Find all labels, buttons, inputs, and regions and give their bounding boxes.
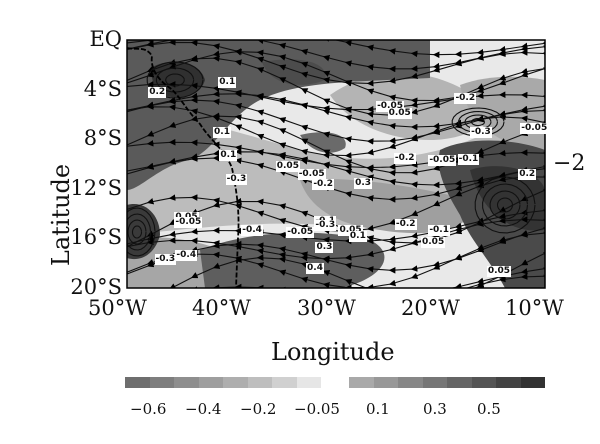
lon-tick-50w: 50°W bbox=[88, 296, 147, 320]
lon-tick-20w: 20°W bbox=[401, 296, 460, 320]
colorbar bbox=[125, 377, 545, 388]
lon-tick-40w: 40°W bbox=[192, 296, 251, 320]
streamline-layer bbox=[127, 40, 545, 288]
contour-label: 0.2 bbox=[148, 87, 167, 99]
contour-label: 0.05 bbox=[275, 161, 300, 173]
contour-label: -0.1 bbox=[428, 224, 450, 236]
contour-label: -0.3 bbox=[225, 173, 248, 185]
colorbar-swatch bbox=[296, 377, 321, 388]
streamline bbox=[474, 176, 536, 234]
latitude-axis-title: Latitude bbox=[47, 163, 76, 267]
lat-tick-4s: 4°S bbox=[83, 77, 122, 101]
contour-label: -0.05 bbox=[376, 100, 405, 112]
lat-tick-16s: 16°S bbox=[70, 225, 122, 249]
streamline bbox=[127, 219, 147, 245]
colorbar-swatch bbox=[149, 377, 174, 388]
colorbar-swatch bbox=[398, 377, 423, 388]
colorbar-label: 0.5 bbox=[477, 400, 501, 418]
contour-label: -0.05 bbox=[286, 227, 315, 239]
contour-label: -0.05 bbox=[174, 217, 203, 229]
contour-label: -0.4 bbox=[241, 224, 263, 236]
lon-tick-30w: 30°W bbox=[297, 296, 356, 320]
contour-label: 0.3 bbox=[315, 242, 334, 254]
contour-label: 0.05 bbox=[421, 237, 446, 249]
lat-tick-12s: 12°S bbox=[70, 176, 122, 200]
contour-label: -0.05 bbox=[428, 155, 457, 167]
streamline bbox=[127, 213, 152, 251]
contour-label: 0.3 bbox=[354, 177, 373, 189]
colorbar-swatch bbox=[373, 377, 398, 388]
streamline bbox=[489, 190, 521, 220]
streamline bbox=[496, 197, 514, 213]
contour-label: -0.1 bbox=[457, 154, 480, 166]
colorbar-swatch bbox=[520, 377, 545, 388]
lon-tick-10w: 10°W bbox=[505, 296, 564, 320]
contour-label: -0.3 bbox=[154, 254, 177, 266]
colorbar-swatch bbox=[272, 377, 297, 388]
contour-label: -0.2 bbox=[312, 178, 334, 190]
contour-label: 0.1 bbox=[218, 77, 237, 89]
colorbar-label: −0.4 bbox=[185, 400, 222, 418]
streamline bbox=[482, 183, 529, 227]
contour-label: 0.1 bbox=[348, 230, 367, 242]
contour-label: -0.05 bbox=[520, 123, 549, 135]
contour-label: 0.4 bbox=[306, 263, 324, 275]
lat-tick-8s: 8°S bbox=[83, 126, 122, 150]
colorbar-swatch bbox=[422, 377, 447, 388]
colorbar-label: −0.6 bbox=[130, 400, 167, 418]
colorbar-swatch bbox=[223, 377, 248, 388]
panel-tag: −2 bbox=[553, 151, 586, 176]
colorbar-swatch bbox=[174, 377, 199, 388]
contour-label: 0.05 bbox=[387, 108, 412, 120]
colorbar-label: −0.05 bbox=[294, 400, 340, 418]
streamline bbox=[131, 225, 143, 239]
colorbar-label: 0.1 bbox=[366, 400, 390, 418]
contour-label: 0.1 bbox=[213, 126, 231, 138]
map-frame bbox=[126, 39, 546, 289]
streamline bbox=[470, 117, 486, 127]
colorbar-swatch bbox=[198, 377, 223, 388]
colorbar-swatch bbox=[447, 377, 472, 388]
streamline bbox=[155, 67, 195, 93]
contour-label: -0.2 bbox=[394, 218, 417, 230]
contour-label: -0.05 bbox=[297, 168, 326, 180]
longitude-axis-title: Longitude bbox=[271, 338, 395, 366]
colorbar-swatch bbox=[471, 377, 496, 388]
streamline bbox=[165, 73, 185, 87]
contour-label: -0.4 bbox=[175, 249, 198, 261]
contour-label: -0.3 bbox=[470, 126, 492, 138]
streamline bbox=[146, 61, 204, 99]
streamline bbox=[146, 273, 545, 288]
streamline bbox=[127, 207, 156, 257]
lat-tick-20s: 20°S bbox=[70, 275, 122, 299]
colorbar-swatch bbox=[247, 377, 272, 388]
lat-tick-eq: EQ bbox=[89, 27, 122, 51]
contour-label: -0.2 bbox=[454, 93, 477, 105]
colorbar-label: 0.3 bbox=[423, 400, 447, 418]
contour-label: -0.2 bbox=[393, 152, 416, 164]
colorbar-label: −0.2 bbox=[240, 400, 277, 418]
contour-label: 0.05 bbox=[486, 265, 512, 277]
contour-label: 0.05 bbox=[338, 224, 363, 236]
colorbar-swatch bbox=[349, 377, 374, 388]
contour-label: 0.2 bbox=[518, 168, 537, 180]
contour-label: 0.1 bbox=[219, 150, 238, 162]
colorbar-swatch bbox=[496, 377, 521, 388]
contour-label: -0.3 bbox=[314, 219, 337, 231]
colorbar-swatch bbox=[125, 377, 150, 388]
